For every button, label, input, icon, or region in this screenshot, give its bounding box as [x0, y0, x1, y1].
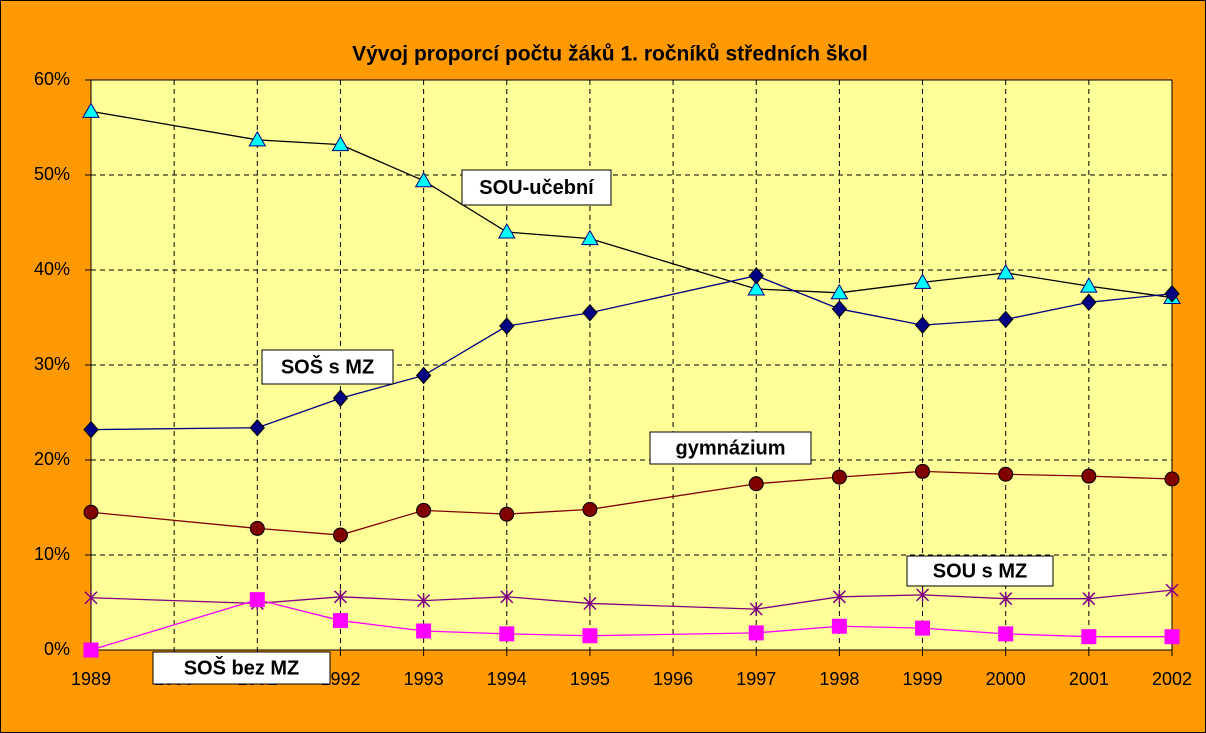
- marker: [332, 613, 348, 629]
- marker: [581, 229, 599, 246]
- marker: [582, 501, 598, 517]
- marker: [499, 317, 515, 335]
- marker: [1081, 629, 1097, 645]
- marker: [914, 316, 931, 334]
- marker: [583, 596, 597, 611]
- marker: [831, 300, 848, 318]
- y-tick-label: 40%: [34, 259, 70, 279]
- marker: [1081, 293, 1097, 312]
- marker: [416, 502, 432, 518]
- marker: [331, 135, 350, 152]
- x-tick-label: 1996: [653, 669, 693, 689]
- marker: [500, 589, 514, 604]
- marker: [747, 279, 766, 296]
- x-tick-label: 1994: [487, 669, 527, 689]
- marker: [831, 469, 847, 485]
- marker: [249, 520, 265, 536]
- x-tick-label: 1993: [404, 669, 444, 689]
- marker: [83, 642, 99, 658]
- marker: [748, 476, 764, 492]
- series-label: SOŠ s MZ: [281, 354, 374, 378]
- marker: [249, 418, 265, 437]
- marker: [415, 366, 432, 385]
- marker: [1164, 284, 1180, 303]
- marker: [830, 283, 849, 300]
- series-line: [90, 110, 1173, 299]
- x-tick-label: 1999: [903, 669, 943, 689]
- chart-title: Vývoj proporcí počtu žáků 1. ročníků stř…: [352, 43, 868, 66]
- marker: [497, 222, 516, 239]
- series-label: SOU s MZ: [933, 560, 1027, 582]
- series-line: [90, 470, 1173, 536]
- x-tick-label: 1989: [71, 669, 111, 689]
- marker: [414, 171, 433, 188]
- marker: [83, 420, 99, 439]
- marker: [499, 626, 515, 642]
- marker: [1165, 583, 1179, 598]
- x-tick-label: 2002: [1152, 669, 1192, 689]
- marker: [333, 589, 347, 604]
- marker: [1081, 468, 1097, 484]
- marker: [831, 618, 847, 634]
- series-label-box: [461, 169, 612, 206]
- marker: [998, 310, 1014, 329]
- y-tick-label: 20%: [34, 449, 70, 469]
- marker: [332, 527, 348, 543]
- series-label-box: [649, 431, 812, 465]
- marker: [82, 102, 100, 118]
- x-tick-label: 1998: [819, 669, 859, 689]
- series-label-box: [261, 349, 394, 385]
- marker: [582, 303, 598, 322]
- series-line: [90, 598, 1172, 651]
- y-tick-label: 60%: [34, 69, 70, 89]
- marker: [748, 625, 764, 641]
- marker: [996, 263, 1015, 280]
- marker: [916, 587, 930, 602]
- marker: [1164, 471, 1180, 487]
- series-label-box: [906, 555, 1054, 587]
- marker: [748, 266, 764, 285]
- marker: [417, 593, 431, 608]
- marker: [832, 589, 846, 604]
- marker: [249, 592, 265, 608]
- series-label: SOŠ bez MZ: [184, 655, 300, 679]
- y-tick-label: 10%: [34, 544, 70, 564]
- series-line: [90, 275, 1173, 431]
- series-label-box: [152, 651, 331, 685]
- marker: [1082, 591, 1096, 606]
- series-label: gymnázium: [675, 437, 785, 459]
- marker: [998, 626, 1014, 642]
- series-label: SOU-učební: [479, 177, 595, 199]
- x-tick-label: 2001: [1069, 669, 1109, 689]
- series-line: [90, 589, 1173, 610]
- marker: [499, 506, 515, 522]
- marker: [913, 273, 932, 289]
- marker: [998, 466, 1014, 482]
- x-tick-label: 1995: [570, 669, 610, 689]
- marker: [582, 628, 598, 644]
- marker: [915, 463, 931, 479]
- marker: [248, 130, 267, 147]
- y-tick-label: 50%: [34, 164, 70, 184]
- x-tick-label: 1997: [736, 669, 776, 689]
- y-tick-label: 30%: [34, 354, 70, 374]
- y-tick-label: 0%: [44, 639, 70, 659]
- marker: [999, 591, 1013, 606]
- marker: [749, 602, 763, 617]
- marker: [84, 590, 98, 605]
- marker: [915, 620, 931, 636]
- marker: [1079, 277, 1098, 293]
- marker: [332, 389, 349, 408]
- marker: [416, 623, 432, 639]
- x-tick-label: 2000: [986, 669, 1026, 689]
- marker: [83, 504, 99, 520]
- marker: [1164, 629, 1180, 645]
